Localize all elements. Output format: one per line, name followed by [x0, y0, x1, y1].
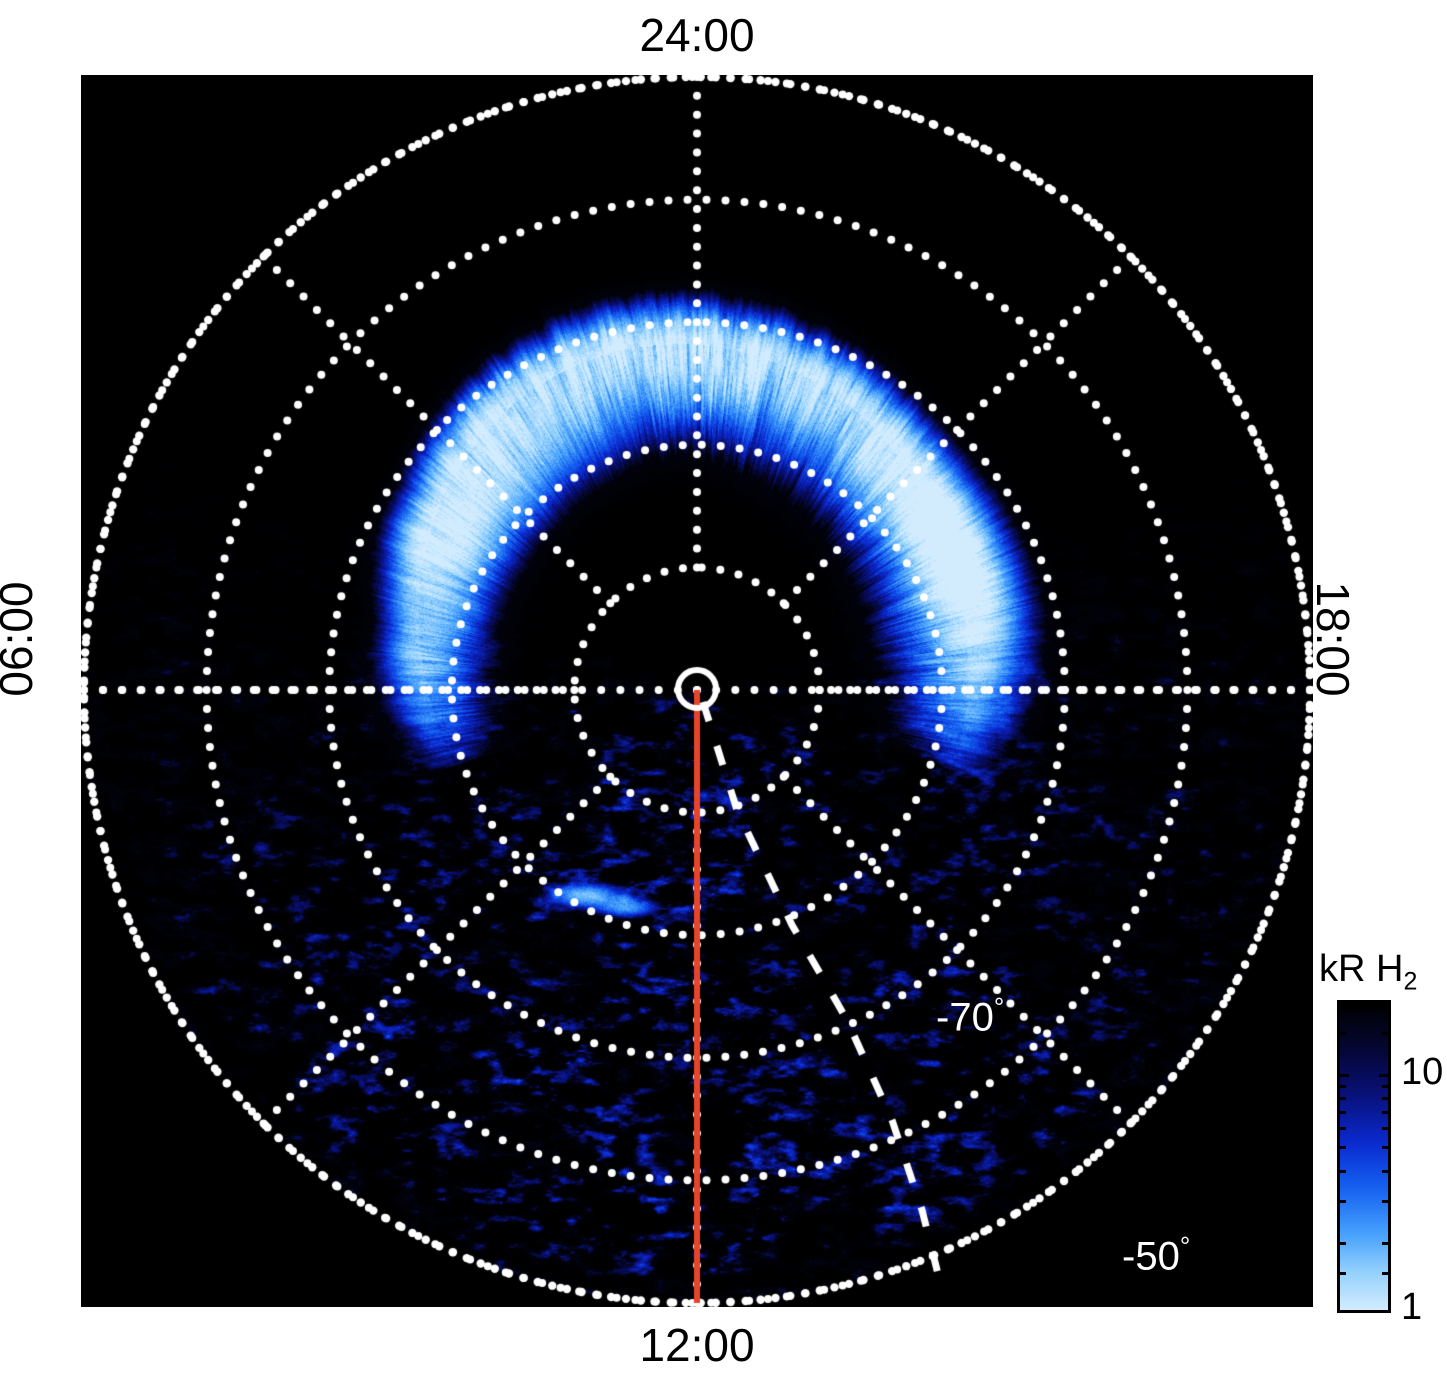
- colorbar-tick: [1382, 1169, 1388, 1173]
- colorbar-top-tick: [1377, 1003, 1381, 1012]
- colorbar-tick: [1340, 1146, 1346, 1150]
- colorbar-top-tick: [1352, 1003, 1356, 1012]
- colorbar-tick: [1340, 1127, 1346, 1131]
- colorbar-tick: [1340, 1084, 1346, 1088]
- colorbar-tick: [1340, 1073, 1349, 1077]
- colorbar-tick: [1340, 1097, 1346, 1101]
- colorbar-tick: [1382, 1127, 1388, 1131]
- colorbar-top-tick: [1369, 1003, 1373, 1009]
- mlt-label-left: 06:00: [0, 581, 42, 697]
- mlt-label-right: 18:00: [1307, 581, 1359, 697]
- colorbar-tick: [1340, 1242, 1346, 1246]
- colorbar-tick: [1382, 1111, 1388, 1115]
- colorbar-tick: [1382, 1242, 1388, 1246]
- colorbar-top-tick: [1365, 1003, 1369, 1012]
- colorbar-title-text: kR H: [1319, 948, 1404, 990]
- polar-plot-panel: -70° -50°: [81, 75, 1313, 1307]
- colorbar-tick: [1382, 1272, 1388, 1276]
- colorbar-title: kR H2: [1319, 950, 1417, 995]
- colorbar-top-tick: [1386, 1003, 1388, 1009]
- colorbar-tick-label-1: 1: [1401, 1286, 1423, 1328]
- colorbar-tick: [1340, 1003, 1346, 1005]
- grid-overlay-canvas: [81, 75, 1313, 1307]
- colorbar-tick: [1340, 1272, 1346, 1276]
- colorbar-tick-label-10: 10: [1401, 1051, 1444, 1094]
- colorbar-tick: [1340, 1199, 1346, 1203]
- mlt-label-bottom: 12:00: [639, 1319, 755, 1371]
- colorbar-tick: [1382, 1097, 1388, 1101]
- colorbar-tick: [1382, 1084, 1388, 1088]
- colorbar-tick: [1382, 1146, 1388, 1150]
- colorbar-tick: [1340, 1169, 1346, 1173]
- colorbar: kR H2 10 1: [1313, 950, 1447, 1330]
- colorbar-tick: [1340, 1031, 1346, 1035]
- colorbar-title-subscript: 2: [1403, 967, 1418, 996]
- colorbar-top-tick: [1373, 1003, 1377, 1009]
- colorbar-tick: [1382, 1031, 1388, 1035]
- colorbar-box: [1337, 1000, 1391, 1313]
- colorbar-top-tick: [1382, 1003, 1385, 1009]
- mlt-label-top: 24:00: [639, 9, 755, 61]
- colorbar-top-tick: [1348, 1003, 1352, 1009]
- colorbar-tick: [1382, 1199, 1388, 1203]
- colorbar-tick: [1379, 1073, 1388, 1077]
- colorbar-tick: [1382, 1003, 1388, 1005]
- colorbar-tick: [1340, 1111, 1346, 1115]
- colorbar-gradient: [1340, 1003, 1388, 1310]
- colorbar-top-tick: [1344, 1003, 1348, 1009]
- colorbar-top-tick: [1356, 1003, 1360, 1009]
- colorbar-top-tick: [1361, 1003, 1364, 1009]
